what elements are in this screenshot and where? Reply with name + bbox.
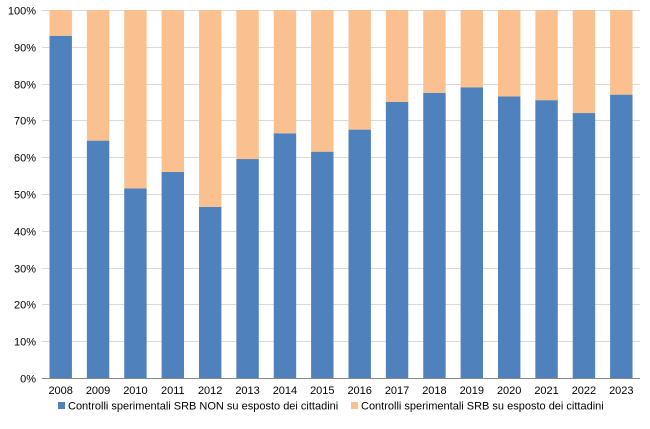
bar-segment-esposto [572,10,596,114]
y-tick-label: 50% [14,190,36,202]
bar-segment-non-esposto [610,94,633,378]
legend-swatch [351,402,358,409]
y-tick-label: 40% [14,227,36,239]
x-tick-label: 2023 [609,385,633,397]
y-axis-ticks: 0% 10% 20% 30% 40% 50% 60% 70% 80% 90% 100% [8,6,36,386]
bar-segment-esposto [610,10,633,95]
y-tick-label: 0% [20,374,36,386]
y-tick-label: 60% [14,153,36,165]
y-tick-label: 20% [14,300,36,312]
y-tick-label: 80% [14,80,36,92]
bar-segment-non-esposto [385,102,409,378]
x-axis-ticks: 2008 2009 2010 2011 2012 2013 2014 2015 2016 2017… [48,385,633,397]
legend: Controlli sperimentali SRB NON su espost… [58,401,604,413]
bar-segment-esposto [497,10,521,97]
bar-segment-esposto [423,10,446,93]
legend-swatch [58,402,65,409]
bar-segment-non-esposto [497,96,521,378]
y-tick-label: 30% [14,264,36,276]
x-tick-label: 2018 [422,385,446,397]
bar-segment-esposto [198,10,222,207]
legend-label: Controlli sperimentali SRB NON su espost… [68,401,338,413]
bar-segment-esposto [348,10,371,130]
y-tick-label: 100% [8,6,36,18]
x-tick-label: 2011 [161,385,185,397]
x-tick-label: 2022 [572,385,596,397]
x-tick-label: 2009 [86,385,110,397]
bar-segment-non-esposto [124,188,147,378]
bar-segment-non-esposto [161,171,185,378]
bar-segment-non-esposto [49,35,72,378]
y-tick-label: 90% [14,43,36,55]
x-tick-label: 2019 [460,385,484,397]
x-tick-label: 2017 [385,385,409,397]
bar-segment-non-esposto [535,100,558,378]
x-tick-label: 2016 [347,385,371,397]
bar-segment-non-esposto [198,206,222,378]
bar-segment-non-esposto [572,113,596,378]
bar-segment-esposto [124,10,147,189]
bar-segment-non-esposto [86,140,110,378]
bar-segment-esposto [535,10,558,101]
x-tick-label: 2020 [497,385,521,397]
y-tick-label: 70% [14,116,36,128]
bars [49,10,633,379]
bar-segment-non-esposto [460,87,484,378]
bar-segment-non-esposto [273,133,297,378]
y-tick-label: 10% [14,337,36,349]
legend-label: Controlli sperimentali SRB su esposto de… [361,401,604,413]
x-tick-label: 2013 [235,385,259,397]
x-tick-label: 2021 [534,385,558,397]
x-tick-label: 2015 [310,385,334,397]
bar-segment-esposto [161,10,185,172]
x-tick-label: 2014 [273,385,297,397]
bar-segment-non-esposto [311,151,334,378]
bar-segment-esposto [49,10,72,36]
bar-segment-non-esposto [236,159,259,378]
bar-segment-esposto [311,10,334,152]
bar-segment-esposto [86,10,110,141]
x-tick-label: 2010 [123,385,147,397]
x-tick-label: 2012 [198,385,222,397]
bar-segment-non-esposto [348,129,371,378]
bar-segment-esposto [273,10,297,134]
bar-segment-esposto [460,10,484,88]
bar-segment-esposto [236,10,259,160]
bar-segment-esposto [385,10,409,102]
bar-segment-non-esposto [423,92,446,379]
x-tick-label: 2008 [48,385,72,397]
